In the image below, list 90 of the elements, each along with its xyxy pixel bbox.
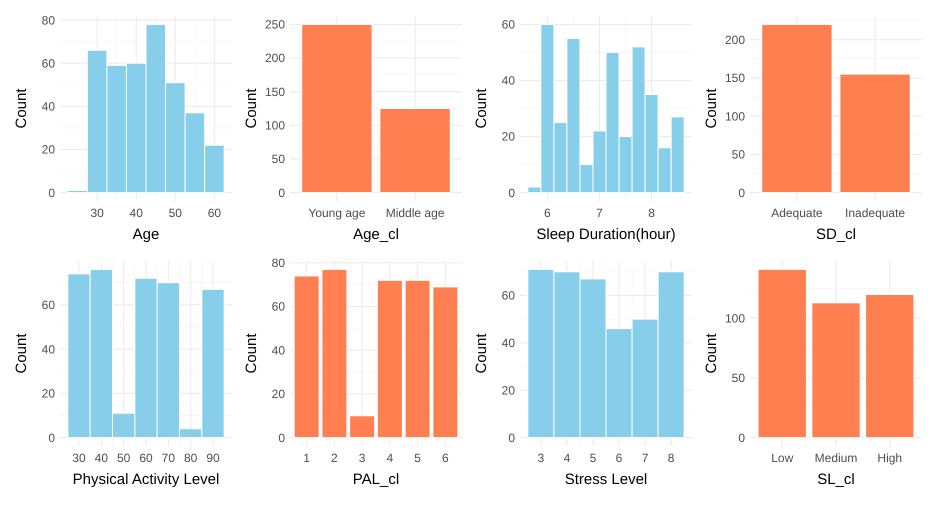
y-tick-label: 0 [48,186,56,200]
x-tick-label: Young age [308,206,366,220]
x-tick-label: 7 [642,451,649,465]
y-tick-label: 0 [508,186,516,200]
y-tick-label: 80 [42,13,56,28]
y-tick-label: 60 [502,288,516,303]
y-tick-label: 0 [48,430,56,445]
y-tick-label: 100 [724,312,746,326]
y-axis-title: Count [243,332,260,374]
y-tick-label: 200 [264,51,286,66]
x-tick-label: 50 [116,451,131,465]
y-tick-label: 0 [278,430,286,445]
y-tick-label: 60 [42,56,56,70]
y-tick-label: 200 [724,32,746,47]
y-tick-label: 20 [502,130,516,144]
bar [811,302,861,438]
x-axis-title: PAL_cl [352,471,400,488]
bar [294,275,320,438]
y-tick-label: 80 [272,256,286,270]
x-tick-label: 4 [386,451,394,465]
bar [758,268,807,438]
y-axis-title: Count [473,332,490,374]
y-tick-label: 100 [264,118,286,133]
x-tick-label: 6 [442,451,450,465]
y-tick-label: 50 [732,371,746,386]
x-tick-label: 3 [358,451,366,465]
x-tick-label: 3 [538,451,545,465]
x-tick-label: 5 [414,451,422,465]
x-tick-label: Middle age [386,206,445,220]
y-tick-label: 60 [502,18,516,32]
x-tick-label: 7 [596,206,604,220]
bar [432,286,458,438]
y-axis-title: Count [703,332,720,374]
y-axis-title: Count [13,88,30,129]
x-tick-label: 1 [303,451,310,465]
x-tick-label: 6 [544,206,552,220]
x-tick-label: 70 [162,451,176,465]
x-axis-title: Stress Level [564,471,648,488]
x-tick-label: 30 [72,451,86,465]
y-axis-title: Count [473,88,490,129]
x-tick-label: Medium [814,451,858,465]
x-axis-title: Sleep Duration(hour) [536,226,676,243]
x-tick-label: 40 [94,451,108,465]
y-tick-label: 20 [42,386,56,401]
y-tick-label: 50 [732,148,746,162]
x-tick-label: 40 [130,206,144,220]
y-axis-title: Count [13,332,30,374]
y-tick-label: 20 [272,387,286,402]
x-tick-label: 90 [206,451,220,465]
x-tick-label: Low [771,451,794,465]
x-tick-label: Inadequate [845,206,906,220]
x-tick-label: 80 [184,451,198,465]
y-tick-label: 150 [724,71,746,86]
x-axis-title: Age_cl [353,226,399,243]
x-tick-label: 60 [139,451,153,465]
y-tick-label: 0 [738,186,746,200]
x-tick-label: 8 [648,206,656,220]
y-axis-title: Count [243,88,260,129]
x-tick-label: Adequate [771,206,823,220]
y-tick-label: 20 [42,142,56,157]
y-axis-title: Count [703,88,720,129]
y-tick-label: 40 [42,342,56,356]
x-tick-label: 5 [590,451,597,465]
y-tick-label: 60 [272,300,286,314]
y-tick-label: 40 [272,343,286,358]
y-tick-label: 0 [738,430,746,445]
x-tick-label: High [877,451,902,465]
y-tick-label: 0 [508,430,516,445]
y-tick-label: 40 [502,336,516,350]
x-tick-label: 4 [564,451,571,465]
x-tick-label: 8 [668,451,675,465]
y-tick-label: 250 [264,18,286,32]
y-tick-label: 20 [502,383,516,398]
y-tick-label: 60 [42,298,56,312]
y-tick-label: 40 [502,74,516,88]
x-axis-title: Physical Activity Level [72,471,220,488]
x-axis-title: SL_cl [817,471,855,488]
x-tick-label: 6 [616,451,623,465]
bar [865,294,914,438]
x-tick-label: 50 [168,206,182,220]
y-tick-label: 100 [724,109,746,124]
x-axis-title: SD_cl [816,226,856,243]
x-tick-label: 30 [90,206,104,220]
x-axis-title: Age [132,226,160,243]
y-tick-label: 50 [272,152,286,166]
x-tick-label: 2 [331,451,338,465]
x-tick-label: 60 [208,206,222,220]
y-tick-label: 40 [42,100,56,114]
y-tick-label: 150 [264,84,286,99]
y-tick-label: 0 [278,186,286,200]
